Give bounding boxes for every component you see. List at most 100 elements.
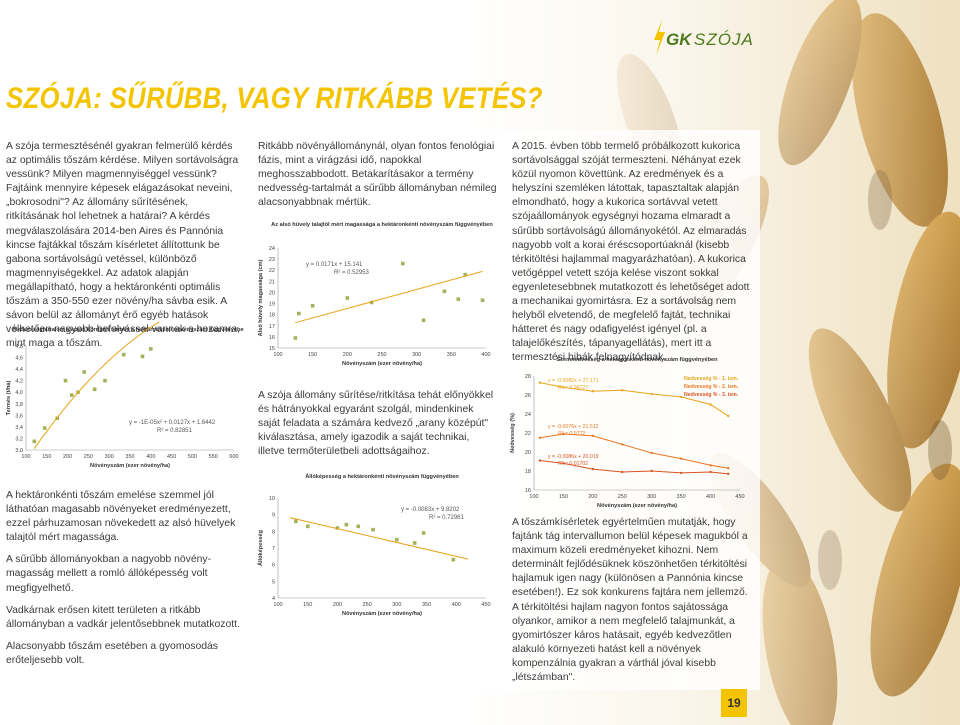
x-tick-label: 150 — [308, 352, 317, 358]
x-tick-label: 350 — [447, 352, 456, 358]
x-tick-label: 250 — [363, 602, 372, 608]
data-point — [650, 451, 653, 455]
trendline-equation: y = -0.0086x + 20.019 — [548, 454, 599, 460]
x-tick-label: 450 — [481, 602, 490, 608]
y-tick-label: 24 — [525, 412, 531, 418]
trendline-r2: R² = 0.72961 — [429, 515, 465, 521]
data-point — [293, 336, 298, 340]
data-point — [538, 436, 542, 439]
x-tick-label: 100 — [273, 602, 282, 608]
data-point — [480, 298, 485, 303]
data-point — [679, 395, 683, 399]
data-point — [650, 469, 653, 473]
data-point — [369, 300, 374, 305]
moisture-chart: Szemnedvesség a hektáronkénti növényszám… — [510, 357, 745, 509]
data-point — [140, 354, 145, 359]
data-point — [92, 387, 97, 392]
x-tick-label: 300 — [105, 454, 114, 460]
y-tick-label: 4,2 — [15, 379, 23, 385]
column-2-top: Ritkább növényállománynál, olyan fontos … — [258, 140, 498, 218]
x-tick-label: 250 — [84, 454, 93, 460]
column-2-middle: A szója állomány sűrítése/ritkítása tehá… — [258, 389, 498, 467]
x-tick-label: 350 — [677, 494, 686, 500]
data-point — [69, 393, 74, 397]
paragraph: Alacsonyabb tőszám esetében a gyomosodás… — [6, 640, 218, 666]
data-point — [591, 467, 595, 471]
x-axis-label: Növényszám (ezer növény/ha) — [90, 463, 170, 469]
y-axis-label: Nedvesség (%) — [510, 413, 516, 453]
data-point — [727, 472, 730, 476]
trendline-equation: y = -1E-05x² + 0.0127x + 1.6442 — [129, 420, 216, 426]
y-tick-label: 5 — [272, 579, 275, 585]
y-tick-label: 21 — [269, 279, 275, 285]
y-axis-label: Termés (t/ha) — [6, 381, 12, 416]
trendline — [295, 270, 483, 324]
paragraph: Ritkább növényállománynál, olyan fontos … — [258, 141, 497, 209]
data-point — [562, 386, 565, 389]
y-tick-label: 4,0 — [15, 390, 23, 396]
trendline-r2: R² = 0.52953 — [334, 270, 370, 276]
y-tick-label: 9 — [272, 513, 275, 519]
y-tick-label: 28 — [525, 374, 531, 380]
data-point — [456, 297, 461, 301]
standability-chart: Állóképesség a hektáronkénti növényszám … — [257, 473, 491, 617]
y-tick-label: 6 — [272, 563, 275, 569]
x-tick-label: 200 — [63, 454, 72, 460]
data-point — [294, 519, 298, 524]
data-point — [103, 378, 107, 383]
data-point — [538, 459, 542, 462]
chart-title: Szemnedvesség a hektáronkénti növényszám… — [556, 357, 718, 363]
x-tick-label: 250 — [618, 494, 627, 500]
series-line — [539, 382, 729, 417]
trendline-equation: y = 0.0171x + 15.141 — [306, 262, 363, 268]
pod-height-chart: Az alsó hüvely talajtól mért magassága a… — [258, 222, 493, 367]
data-point — [121, 352, 126, 357]
paragraph: A hektáronkénti tőszám emelése szemmel j… — [6, 490, 236, 544]
y-tick-label: 22 — [525, 431, 531, 437]
y-tick-label: 20 — [525, 450, 531, 456]
data-point — [591, 390, 595, 393]
y-tick-label: 17 — [269, 324, 275, 330]
data-point — [562, 432, 565, 436]
data-point — [310, 303, 315, 308]
x-tick-label: 550 — [209, 454, 218, 460]
data-point — [727, 466, 730, 470]
data-point — [63, 378, 68, 383]
data-point — [709, 470, 712, 474]
x-axis-label: Növényszám (ezer növény/ha) — [597, 503, 677, 509]
y-tick-label: 24 — [269, 246, 275, 252]
x-tick-label: 200 — [343, 352, 352, 358]
page-number: 19 — [721, 689, 747, 717]
y-axis-label: Állóképesség — [257, 529, 264, 566]
x-tick-label: 250 — [377, 352, 386, 358]
data-point — [621, 470, 624, 474]
page-title: SZÓJA: SŰRŰBB, VAGY RITKÁBB VETÉS? — [6, 82, 543, 115]
trendline-r2: R² = 0.82851 — [157, 428, 193, 434]
legend-entry: Nedvesség % - 2. ism. — [684, 384, 739, 390]
x-tick-label: 100 — [273, 352, 282, 358]
x-tick-label: 100 — [529, 494, 538, 500]
paragraph: A 2015. évben több termelő próbálkozott … — [512, 141, 750, 364]
x-axis-label: Növényszám (ezer növény/ha) — [342, 361, 422, 367]
y-tick-label: 20 — [269, 290, 275, 296]
paragraph: A tőszámkísérletek egyértelműen mutatják… — [512, 517, 748, 684]
data-point — [356, 524, 361, 529]
data-point — [621, 443, 624, 446]
y-tick-label: 3,2 — [15, 436, 23, 442]
data-point — [42, 426, 47, 430]
x-tick-label: 100 — [21, 454, 30, 460]
chart-title: Az alsó hüvely talajtól mért magassága a… — [271, 222, 493, 228]
x-tick-label: 300 — [392, 602, 401, 608]
data-point — [82, 370, 87, 374]
column-1-top: A szója termesztésénél gyakran felmerülő… — [6, 140, 242, 359]
trendline-equation: y = -0.0076x + 21.512 — [548, 424, 599, 430]
data-point — [709, 403, 712, 406]
data-point — [442, 289, 447, 294]
data-point — [305, 524, 310, 529]
y-tick-label: 19 — [269, 302, 275, 308]
data-point — [421, 318, 426, 323]
y-tick-label: 8 — [272, 529, 275, 535]
y-tick-label: 4 — [272, 596, 275, 602]
data-point — [421, 531, 426, 535]
x-tick-label: 150 — [303, 602, 312, 608]
